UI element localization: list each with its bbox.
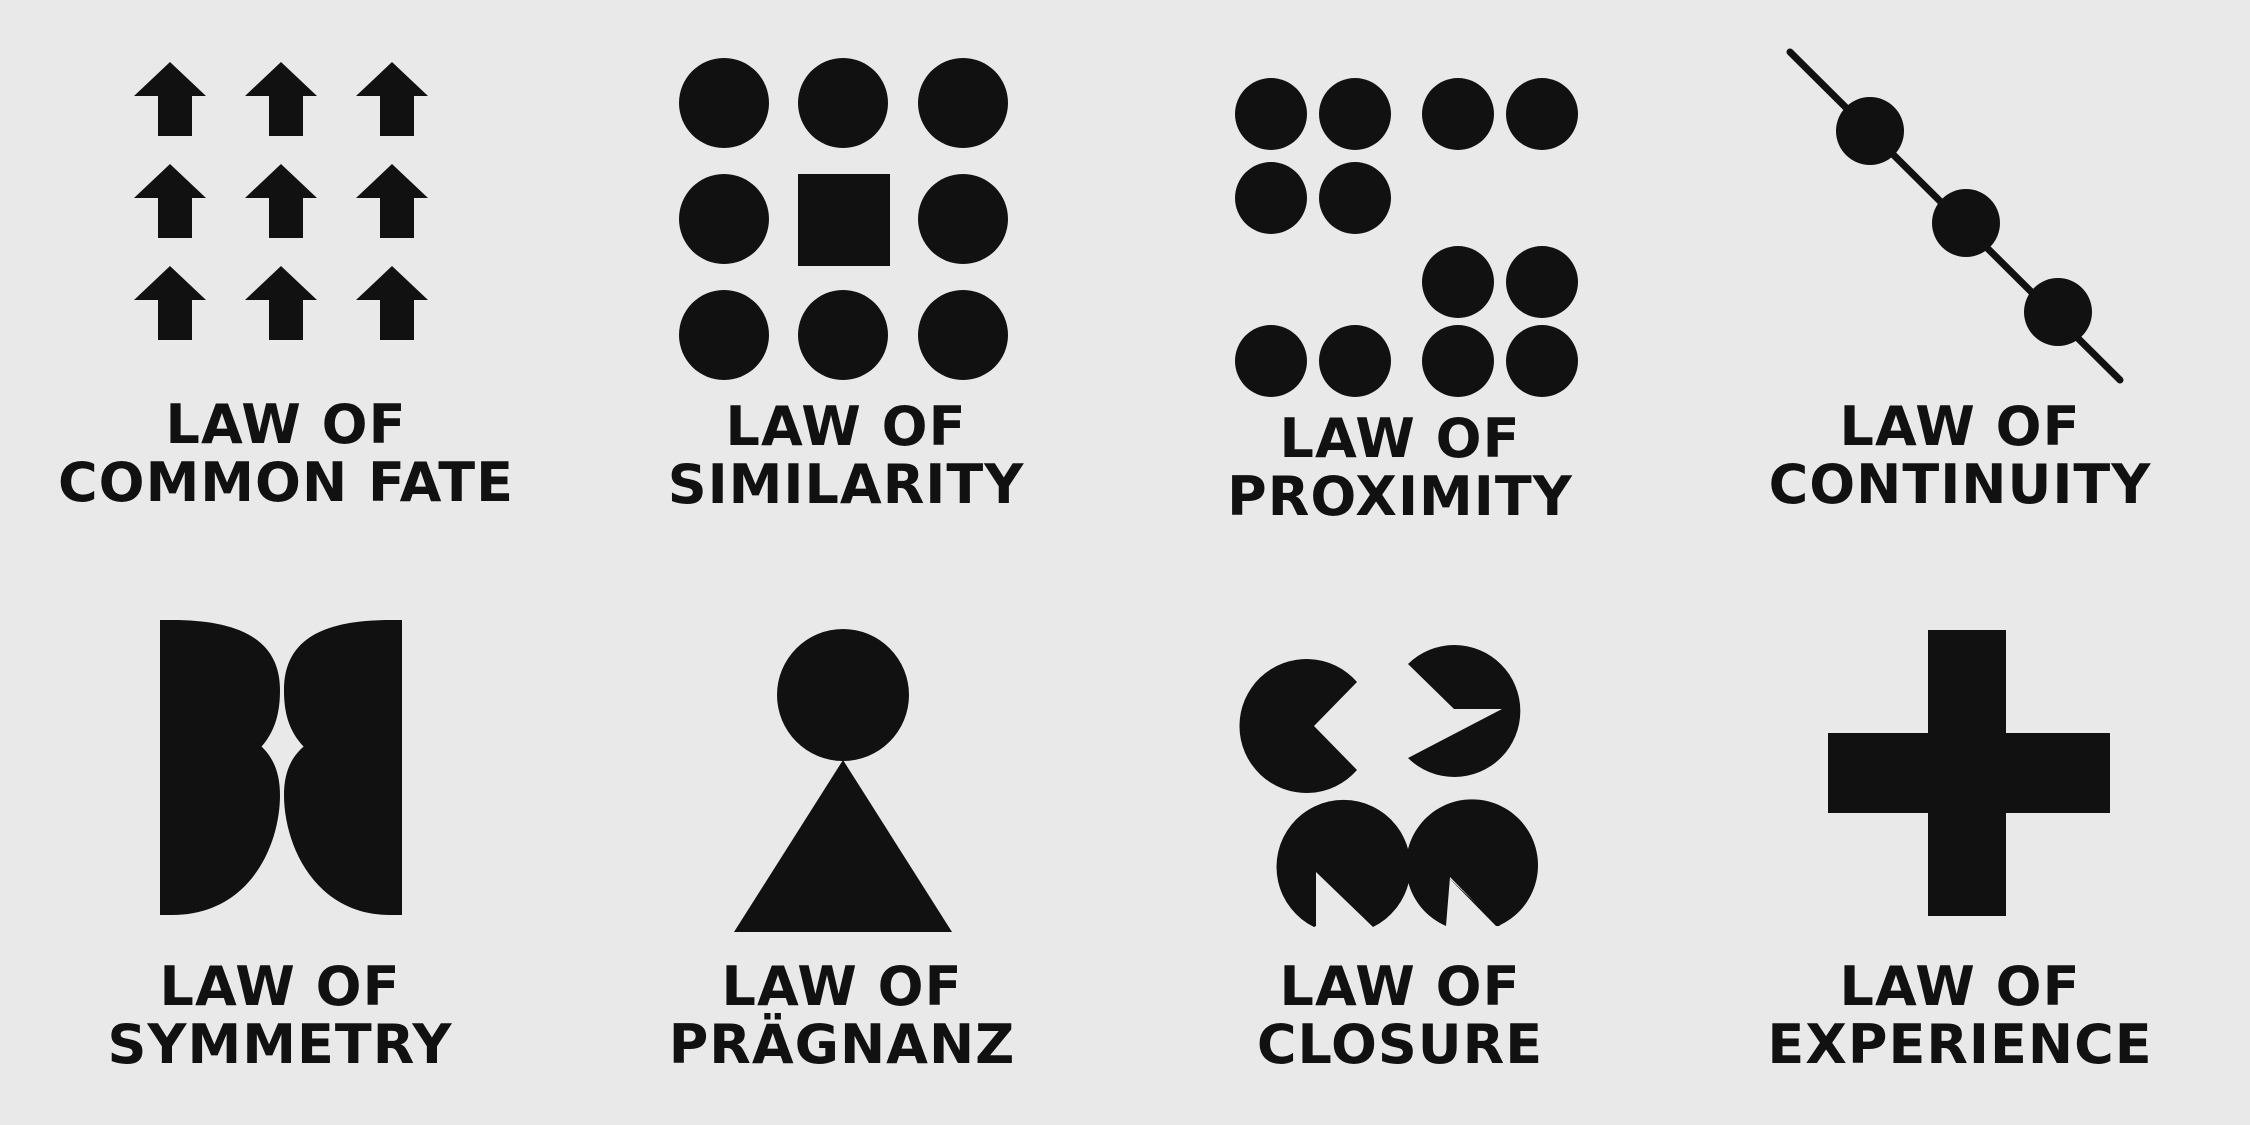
circle-icon [798, 58, 888, 148]
caption-law-of-proximity: LAW OF PROXIMITY [1120, 410, 1680, 526]
dot-icon [1422, 246, 1494, 318]
caption-law-of-common-fate: LAW OF COMMON FATE [6, 396, 566, 512]
grouped-dots-icon [1235, 78, 1578, 397]
circle-icon [679, 290, 769, 380]
circle-icon [918, 174, 1008, 264]
dot-icon [1506, 78, 1578, 150]
mirrored-brackets-icon [160, 620, 402, 915]
dot-icon [1506, 246, 1578, 318]
circle-icon [798, 290, 888, 380]
pacman-bottom-right-icon [1406, 799, 1538, 926]
up-arrow-icon [134, 164, 206, 238]
caption-law-of-closure: LAW OF CLOSURE [1120, 958, 1680, 1074]
nine-up-arrows-icon [134, 62, 428, 340]
pacman-circles-icon [1239, 645, 1538, 927]
dot-icon [1422, 78, 1494, 150]
caption-line-2: SIMILARITY [667, 453, 1025, 516]
up-arrow-icon [134, 62, 206, 136]
pacman-bottom-left-icon [1276, 799, 1411, 927]
caption-line-2: CLOSURE [1256, 1013, 1544, 1076]
dot-icon [1422, 325, 1494, 397]
right-bracket-icon [284, 620, 402, 915]
dot-icon [1319, 325, 1391, 397]
up-arrow-icon [134, 266, 206, 340]
caption-law-of-similarity: LAW OF SIMILARITY [566, 398, 1126, 514]
caption-line-1: LAW OF [721, 955, 963, 1018]
caption-line-1: LAW OF [1839, 955, 2081, 1018]
dot-icon [1235, 162, 1307, 234]
caption-line-2: CONTINUITY [1768, 453, 2152, 516]
circle-icon [918, 58, 1008, 148]
dot-icon [1932, 189, 2000, 257]
up-arrow-icon [356, 164, 428, 238]
circles-with-square-icon [679, 58, 1008, 380]
circle-over-triangle-icon [734, 629, 952, 932]
up-arrow-icon [245, 164, 317, 238]
caption-law-of-symmetry: LAW OF SYMMETRY [0, 958, 560, 1074]
caption-line-2: PRÄGNANZ [668, 1013, 1016, 1076]
circle-icon [777, 629, 909, 761]
caption-law-of-pragnanz: LAW OF PRÄGNANZ [562, 958, 1122, 1074]
dot-icon [1319, 162, 1391, 234]
dots-on-line-icon [1786, 48, 2124, 384]
caption-line-2: EXPERIENCE [1767, 1013, 2153, 1076]
cross-horizontal-bar-icon [1828, 733, 2110, 813]
caption-line-1: LAW OF [159, 955, 401, 1018]
circle-icon [679, 174, 769, 264]
circle-icon [679, 58, 769, 148]
pacman-top-right-icon [1408, 645, 1521, 778]
up-arrow-icon [245, 266, 317, 340]
caption-line-2: COMMON FATE [58, 451, 514, 514]
dot-icon [1836, 97, 1904, 165]
up-arrow-icon [356, 62, 428, 136]
dot-icon [1235, 78, 1307, 150]
left-bracket-icon [160, 620, 280, 915]
caption-line-1: LAW OF [1279, 955, 1521, 1018]
circle-icon [918, 290, 1008, 380]
caption-line-1: LAW OF [165, 393, 407, 456]
pacman-top-left-icon [1239, 659, 1357, 794]
plus-cross-icon [1828, 630, 2110, 916]
caption-line-1: LAW OF [1839, 395, 2081, 458]
caption-law-of-experience: LAW OF EXPERIENCE [1680, 958, 2240, 1074]
dot-icon [1319, 78, 1391, 150]
caption-law-of-continuity: LAW OF CONTINUITY [1680, 398, 2240, 514]
square-icon [798, 174, 890, 266]
caption-line-2: SYMMETRY [107, 1013, 453, 1076]
caption-line-1: LAW OF [1279, 407, 1521, 470]
caption-line-2: PROXIMITY [1227, 465, 1573, 528]
up-arrow-icon [356, 266, 428, 340]
dot-icon [1506, 325, 1578, 397]
up-arrow-icon [245, 62, 317, 136]
triangle-icon [734, 760, 952, 932]
caption-line-1: LAW OF [725, 395, 967, 458]
dot-icon [2024, 278, 2092, 346]
dot-icon [1235, 325, 1307, 397]
